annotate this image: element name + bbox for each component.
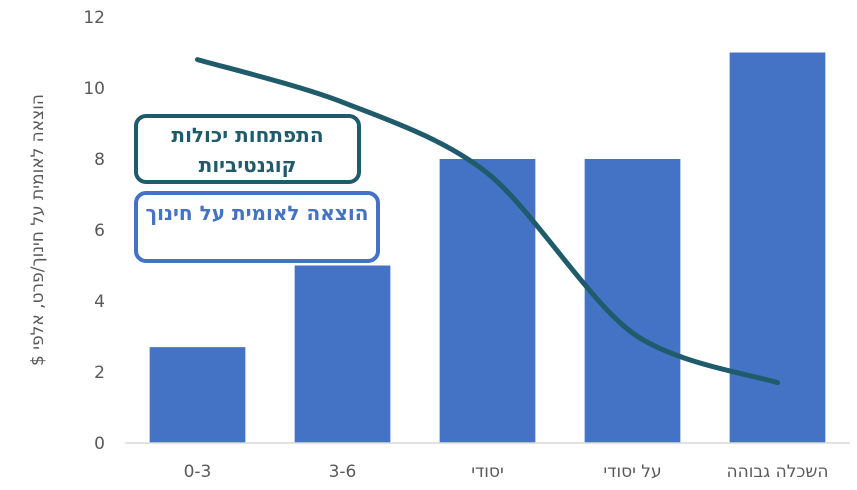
y-tick-label: 10 bbox=[83, 79, 105, 99]
y-axis-ticks: 0 2 4 6 8 10 12 bbox=[83, 8, 105, 454]
x-axis-ticks: 0-3 3-6 יסודי על יסודי השכלה גבוהה bbox=[184, 462, 829, 482]
bar bbox=[729, 52, 826, 443]
bar bbox=[294, 265, 391, 443]
bar bbox=[439, 159, 536, 443]
legend-line-series: התפתחות יכולות קוגנטיביות bbox=[134, 114, 361, 184]
x-tick-label: 3-6 bbox=[329, 462, 357, 482]
y-tick-label: 6 bbox=[94, 221, 105, 241]
legend-line-label: התפתחות יכולות קוגנטיביות bbox=[171, 123, 324, 177]
y-tick-label: 0 bbox=[94, 434, 105, 454]
y-tick-label: 8 bbox=[94, 150, 105, 170]
y-tick-label: 2 bbox=[94, 363, 105, 383]
y-tick-label: 4 bbox=[94, 292, 105, 312]
x-tick-label: 0-3 bbox=[184, 462, 212, 482]
bar-series bbox=[149, 52, 826, 443]
line-series bbox=[195, 57, 780, 386]
x-tick-label: על יסודי bbox=[603, 462, 661, 482]
x-tick-label: יסודי bbox=[471, 462, 504, 482]
legend-bar-series: הוצאה לאומית על חינוך bbox=[134, 191, 380, 263]
y-axis-label: הוצאה לאומית על חינוך/פרט, אלפי $ bbox=[28, 94, 48, 366]
bar bbox=[149, 347, 246, 443]
y-tick-label: 12 bbox=[83, 8, 105, 28]
x-tick-label: השכלה גבוהה bbox=[727, 462, 829, 482]
legend-bar-label: הוצאה לאומית על חינוך bbox=[145, 201, 369, 225]
